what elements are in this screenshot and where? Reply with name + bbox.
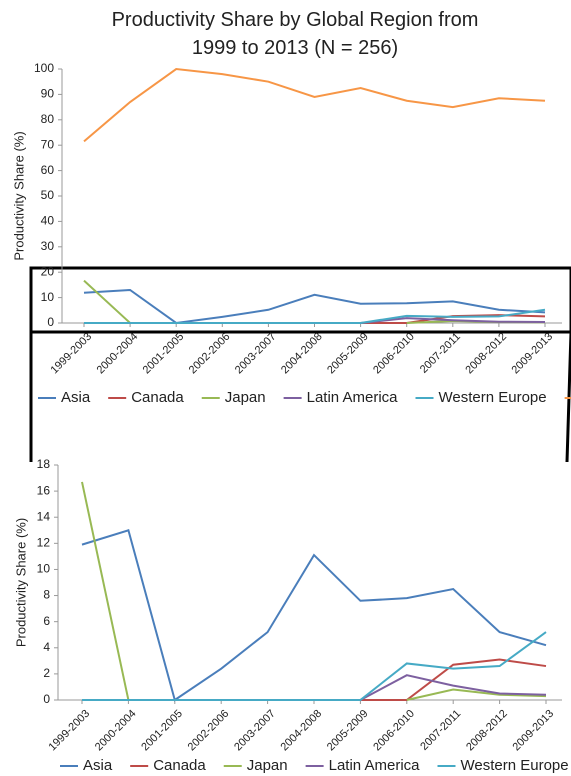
legend-label: Latin America [307,389,399,406]
series-line [83,288,546,325]
legend-label: Japan [225,389,266,406]
x-tick-label: 2002-2006 [186,708,232,754]
x-tick-label: 2001-2005 [139,708,185,754]
y-tick-label: 0 [43,692,50,706]
legend-label: Western Europe [461,757,569,774]
x-tick-label: 2004-2008 [278,708,324,754]
x-tick-label: 1999-2003 [48,331,94,377]
x-tick-label: 2005-2009 [325,708,371,754]
y-tick-label: 40 [41,214,55,228]
y-tick-label: 90 [41,87,55,101]
legend-label: Japan [247,757,288,774]
legend-label: Canada [131,389,184,406]
x-tick-label: 2003-2007 [233,331,279,377]
x-tick-label: 2008-2012 [463,331,509,377]
series-line [82,674,547,701]
y-tick-label: 80 [41,112,55,126]
y-tick-label: 2 [43,666,50,680]
x-tick-label: 2007-2011 [418,331,463,376]
y-tick-label: 20 [41,264,55,278]
y-tick-label: 18 [37,457,51,471]
x-tick-label: 2009-2013 [509,331,555,377]
x-tick-label: 2008-2012 [464,708,510,754]
series-line [83,67,546,143]
y-tick-label: 4 [43,640,50,654]
y-tick-label: 8 [43,588,50,602]
x-tick-label: 1999-2003 [46,708,92,754]
y-axis-label: Productivity Share (%) [13,518,28,647]
legend-label: Latin America [329,757,421,774]
y-axis-label: Productivity Share (%) [11,131,26,260]
legend-label: Western Europe [439,389,547,406]
x-tick-label: 2000-2004 [95,331,141,377]
y-tick-label: 10 [41,290,55,304]
series-line [82,658,547,701]
y-tick-label: 70 [41,137,55,151]
x-tick-label: 2001-2005 [141,331,187,377]
y-tick-label: 6 [43,614,50,628]
y-tick-label: 14 [37,509,51,523]
chart-title: Productivity Share by Global Region from… [111,9,479,59]
x-tick-label: 2009-2013 [510,708,556,754]
x-tick-label: 2007-2011 [418,708,463,753]
x-tick-label: 2000-2004 [93,708,139,754]
x-tick-label: 2006-2010 [371,331,417,377]
x-tick-label: 2002-2006 [187,331,233,377]
x-tick-label: 2006-2010 [371,708,417,754]
y-tick-label: 50 [41,188,55,202]
x-tick-label: 2004-2008 [279,331,325,377]
zoom-box [29,266,571,334]
y-tick-label: 60 [41,163,55,177]
y-tick-label: 16 [37,483,51,497]
y-tick-label: 0 [47,315,54,329]
y-tick-label: 100 [34,61,54,75]
x-tick-label: 2005-2009 [325,331,371,377]
legend-label: Asia [61,389,91,406]
series-line [82,631,547,701]
series-line [81,481,547,701]
series-line [84,308,546,324]
legend-label: Asia [83,757,113,774]
legend-label: Canada [153,757,206,774]
y-tick-label: 10 [37,562,51,576]
x-tick-label: 2003-2007 [232,708,278,754]
series-line [81,529,547,702]
y-tick-label: 12 [37,536,51,550]
y-tick-label: 30 [41,239,55,253]
